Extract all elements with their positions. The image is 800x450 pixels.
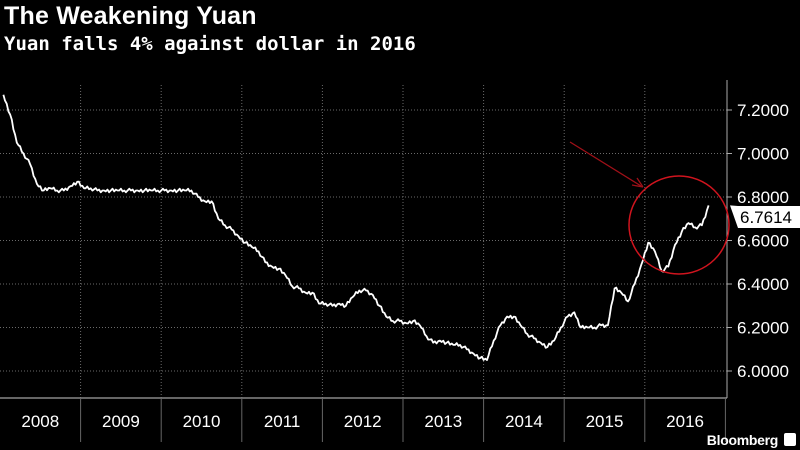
- y-tick-label: 7.0000: [737, 145, 789, 164]
- chart-subtitle: Yuan falls 4% against dollar in 2016: [4, 33, 416, 55]
- last-value-tag: 6.7614: [730, 205, 800, 228]
- x-tick-label: 2009: [102, 412, 140, 431]
- y-tick-label: 6.6000: [737, 232, 789, 251]
- last-value-tag-bg: [730, 205, 800, 228]
- y-axis: 6.0000 6.2000 6.4000 6.6000 6.8000 7.0000 7.20…: [726, 80, 789, 398]
- x-tick-label: 2008: [21, 412, 59, 431]
- y-tick-label: 6.2000: [737, 319, 789, 338]
- y-tick-label: 6.4000: [737, 275, 789, 294]
- x-tick-label: 2014: [505, 412, 543, 431]
- gridlines: [0, 85, 727, 398]
- annotations: [569, 141, 730, 275]
- x-tick-label: 2013: [424, 412, 462, 431]
- series-line: [2, 94, 710, 361]
- annotation-arrowhead: [631, 177, 644, 188]
- x-tick-label: 2011: [264, 412, 301, 431]
- y-tick-label: 6.0000: [737, 362, 789, 381]
- annotation-arrow: [569, 141, 642, 187]
- x-tick-label: 2016: [666, 412, 704, 431]
- bloomberg-chart-icon: [784, 433, 796, 446]
- series: [2, 94, 710, 361]
- x-tick-label: 2015: [586, 412, 624, 431]
- chart-title: The Weakening Yuan: [4, 2, 257, 30]
- x-tick-label: 2010: [183, 412, 221, 431]
- y-tick-label: 7.2000: [737, 101, 789, 120]
- x-axis: 2008 2009 2010 2011 2012 2013 2014 2015 2016: [0, 397, 727, 442]
- x-tick-label: 2012: [344, 412, 382, 431]
- y-tick-label: 6.8000: [737, 188, 789, 207]
- bloomberg-logo: Bloomberg: [706, 432, 779, 448]
- last-value-label: 6.7614: [740, 208, 792, 227]
- annotation-circle: [628, 175, 730, 275]
